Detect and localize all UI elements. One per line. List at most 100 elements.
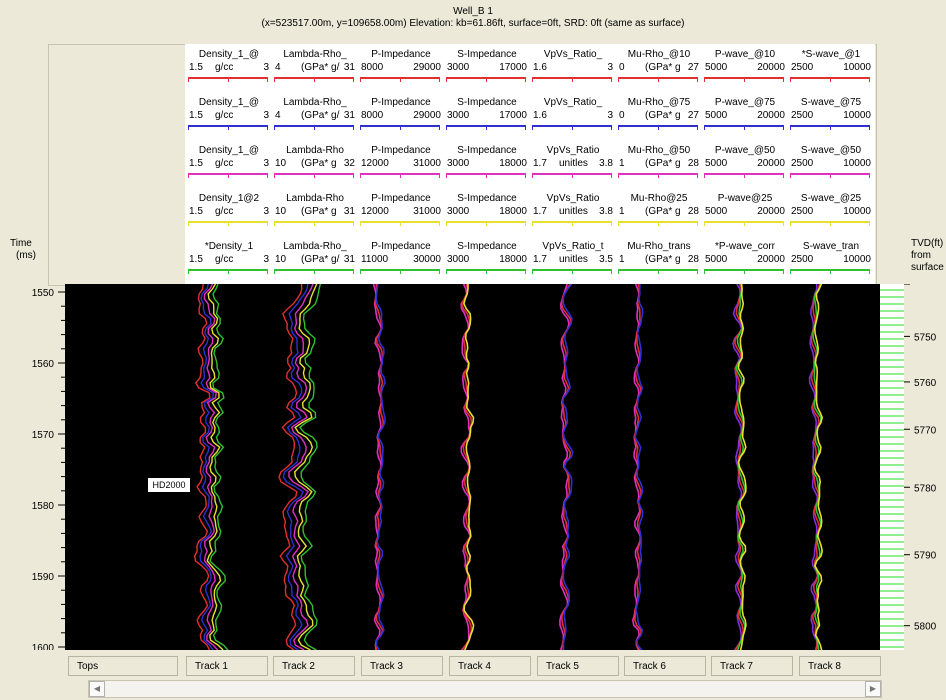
header-cell[interactable]: *S-wave_@1 2500 10000: [789, 48, 873, 92]
scale-tick: [618, 79, 619, 82]
scale-tick: [572, 271, 573, 274]
header-cell[interactable]: Lambda-Rho_ 4 (GPa* g/31: [273, 48, 357, 92]
header-cell[interactable]: S-wave_@50 2500 10000: [789, 144, 873, 188]
scale-unit: g/cc: [215, 206, 234, 217]
scale-tick: [446, 79, 447, 82]
scale-unit: g/cc: [215, 158, 234, 169]
header-cell[interactable]: P-Impedance 12000 31000: [359, 192, 443, 236]
time-tick-label: 1590: [32, 572, 55, 583]
track-label[interactable]: Track 7: [711, 656, 793, 676]
horizontal-scrollbar[interactable]: ◀ ▶: [88, 680, 882, 698]
header-cell[interactable]: Mu-Rho_@50 1 (GPa* g 28: [617, 144, 701, 188]
header-cell[interactable]: Density_1_@ 1.5 g/cc 3: [187, 96, 271, 140]
scale-tick: [525, 271, 526, 274]
header-cell[interactable]: VpVs_Ratio 1.7 unitles 3.8: [531, 192, 615, 236]
track-label[interactable]: Track 8: [799, 656, 881, 676]
scale-bar: [790, 221, 870, 223]
scale-tick: [314, 175, 315, 178]
header-cell[interactable]: Density_1@2 1.5 g/cc 3: [187, 192, 271, 236]
log-trace: [282, 284, 309, 650]
header-cell[interactable]: S-wave_@25 2500 10000: [789, 192, 873, 236]
header-cell[interactable]: S-Impedance 3000 17000: [445, 48, 529, 92]
log-plot[interactable]: [65, 284, 880, 650]
header-cell[interactable]: P-Impedance 12000 31000: [359, 144, 443, 188]
header-cell[interactable]: S-Impedance 3000 18000: [445, 192, 529, 236]
header-cell[interactable]: S-Impedance 3000 18000: [445, 144, 529, 188]
track-label[interactable]: Track 3: [361, 656, 443, 676]
scale-tick: [658, 271, 659, 274]
scale-tick: [532, 127, 533, 130]
scale-min: 2500: [791, 254, 814, 265]
header-cell[interactable]: Lambda-Rho 10 (GPa* g 31: [273, 192, 357, 236]
tvd-tick-label: 5810: [914, 284, 937, 287]
scale-tick: [611, 223, 612, 226]
scale-tick: [188, 79, 189, 82]
header-cell[interactable]: P-Impedance 8000 29000: [359, 48, 443, 92]
header-cell[interactable]: *P-wave_corr 5000 20000: [703, 240, 787, 284]
tops-label[interactable]: Tops: [68, 656, 178, 676]
scale-max: 3: [263, 62, 269, 73]
scale-tick: [697, 79, 698, 82]
header-cell[interactable]: Lambda-Rho_ 4 (GPa* g/31: [273, 96, 357, 140]
log-name: *S-wave_@1: [801, 49, 861, 60]
scale-max: 3: [263, 110, 269, 121]
scale-tick: [314, 271, 315, 274]
header-cell[interactable]: S-wave_@75 2500 10000: [789, 96, 873, 140]
scale-tick: [697, 223, 698, 226]
scale-unit: (GPa* g: [645, 158, 681, 169]
header-cell[interactable]: Mu-Rho@25 1 (GPa* g 28: [617, 192, 701, 236]
scale-max: 17000: [499, 62, 527, 73]
scale-bar: [188, 77, 268, 79]
scale-tick: [618, 223, 619, 226]
scale-tick: [744, 127, 745, 130]
scale-bar: [188, 125, 268, 127]
header-cell[interactable]: P-wave_@50 5000 20000: [703, 144, 787, 188]
header-cell[interactable]: VpVs_Ratio_ 1.6 3: [531, 48, 615, 92]
scale-unit: (GPa* g: [645, 62, 681, 73]
scale-tick: [228, 79, 229, 82]
scale-tick: [439, 175, 440, 178]
scale-tick: [572, 175, 573, 178]
header-cell[interactable]: S-wave_tran 2500 10000: [789, 240, 873, 284]
header-cell[interactable]: P-wave_@10 5000 20000: [703, 48, 787, 92]
header-cell[interactable]: S-Impedance 3000 18000: [445, 240, 529, 284]
header-cell[interactable]: Lambda-Rho 10 (GPa* g 32: [273, 144, 357, 188]
log-name: S-Impedance: [457, 241, 517, 252]
header-cell[interactable]: VpVs_Ratio_ 1.6 3: [531, 96, 615, 140]
header-cell[interactable]: P-wave@25 5000 20000: [703, 192, 787, 236]
track-label[interactable]: Track 1: [186, 656, 268, 676]
header-cell[interactable]: Density_1_@ 1.5 g/cc 3: [187, 48, 271, 92]
header-cell[interactable]: Mu-Rho_@75 0 (GPa* g 27: [617, 96, 701, 140]
header-cell[interactable]: VpVs_Ratio_t 1.7 unitles 3.5: [531, 240, 615, 284]
scale-tick: [314, 127, 315, 130]
track-label[interactable]: Track 2: [273, 656, 355, 676]
scale-bar: [446, 221, 526, 223]
log-trace: [209, 284, 229, 650]
header-cell[interactable]: Mu-Rho_trans 1 (GPa* g 28: [617, 240, 701, 284]
header-cell[interactable]: Density_1_@ 1.5 g/cc 3: [187, 144, 271, 188]
track-label[interactable]: Track 5: [537, 656, 619, 676]
header-cell[interactable]: P-wave_@75 5000 20000: [703, 96, 787, 140]
scale-tick: [188, 223, 189, 226]
scale-tick: [658, 79, 659, 82]
header-cell[interactable]: Mu-Rho_@10 0 (GPa* g 27: [617, 48, 701, 92]
header-cell[interactable]: *Density_1 1.5 g/cc 3: [187, 240, 271, 284]
header-cell[interactable]: VpVs_Ratio 1.7 unitles 3.8: [531, 144, 615, 188]
header-cell[interactable]: P-Impedance 11000 30000: [359, 240, 443, 284]
header-cell[interactable]: P-Impedance 8000 29000: [359, 96, 443, 140]
header-cell[interactable]: Lambda-Rho_ 10 (GPa* g/31: [273, 240, 357, 284]
scroll-right-icon[interactable]: ▶: [865, 681, 881, 697]
log-name: S-Impedance: [457, 49, 517, 60]
marker-hd2000[interactable]: HD2000: [147, 476, 191, 493]
scale-tick: [274, 271, 275, 274]
track-label[interactable]: Track 4: [449, 656, 531, 676]
scale-bar: [532, 269, 612, 271]
scale-bar: [360, 221, 440, 223]
log-name: VpVs_Ratio: [546, 145, 600, 156]
scale-tick: [353, 79, 354, 82]
scale-max: 10000: [843, 254, 871, 265]
header-cell[interactable]: S-Impedance 3000 17000: [445, 96, 529, 140]
scroll-left-icon[interactable]: ◀: [89, 681, 105, 697]
scale-tick: [790, 271, 791, 274]
track-label[interactable]: Track 6: [624, 656, 706, 676]
